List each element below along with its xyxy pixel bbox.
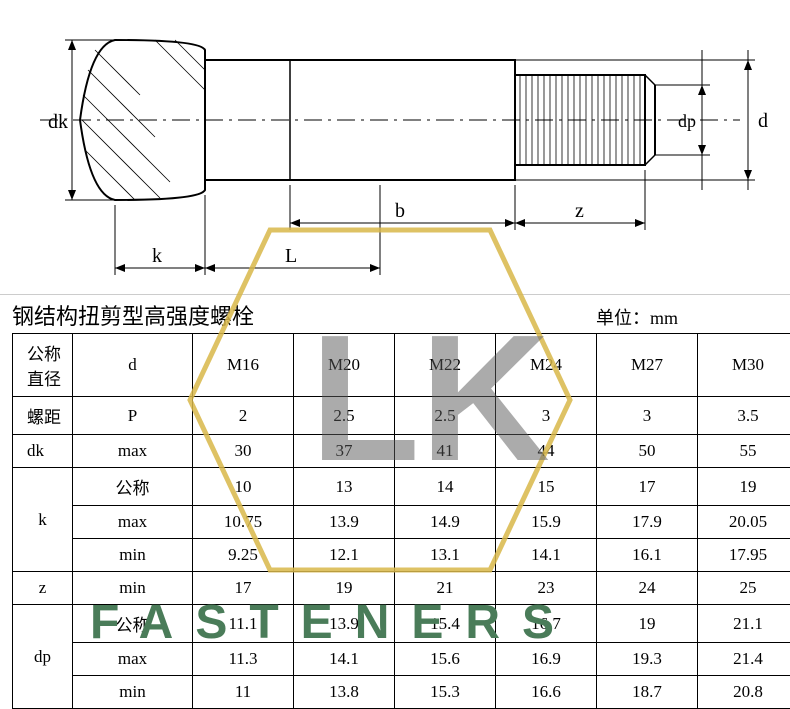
- cell: 20.05: [698, 506, 790, 539]
- cell-z-sub: min: [73, 572, 193, 605]
- cell: 13.1: [395, 539, 496, 572]
- table-row: z min 17 19 21 23 24 25: [13, 572, 790, 605]
- table-row: min 9.25 12.1 13.1 14.1 16.1 17.95: [13, 539, 790, 572]
- cell: 15.9: [496, 506, 597, 539]
- cell: 16.9: [496, 643, 597, 676]
- dim-label-d: d: [758, 110, 768, 132]
- table-row: k 公称 10 13 14 15 17 19: [13, 468, 790, 506]
- cell: 11.3: [193, 643, 294, 676]
- cell: M22: [395, 334, 496, 397]
- cell: 19: [698, 468, 790, 506]
- cell: 15: [496, 468, 597, 506]
- cell-sub-min: min: [73, 676, 193, 709]
- cell: 19.3: [597, 643, 698, 676]
- cell: 13.9: [294, 605, 395, 643]
- cell: M27: [597, 334, 698, 397]
- dim-label-L: L: [285, 245, 297, 267]
- dim-label-dp: dp: [678, 111, 696, 131]
- cell: 17: [193, 572, 294, 605]
- cell: 17.9: [597, 506, 698, 539]
- cell: M30: [698, 334, 790, 397]
- cell-dk-sub: max: [73, 435, 193, 468]
- cell: 15.6: [395, 643, 496, 676]
- cell: 2.5: [294, 397, 395, 435]
- cell: 19: [294, 572, 395, 605]
- unit-label: 单位：mm: [596, 304, 678, 330]
- cell: 44: [496, 435, 597, 468]
- cell: 12.1: [294, 539, 395, 572]
- cell-sub-nom: 公称: [73, 468, 193, 506]
- table-row: min 11 13.8 15.3 16.6 18.7 20.8: [13, 676, 790, 709]
- cell-sub-max: max: [73, 506, 193, 539]
- cell: M16: [193, 334, 294, 397]
- cell: 30: [193, 435, 294, 468]
- cell: 50: [597, 435, 698, 468]
- cell: 11: [193, 676, 294, 709]
- dim-label-dk: dk: [48, 111, 68, 133]
- cell: 9.25: [193, 539, 294, 572]
- cell-p-label: 螺距: [13, 397, 73, 435]
- cell-d-sym: d: [73, 334, 193, 397]
- cell: 37: [294, 435, 395, 468]
- table-row: dp 公称 11.1 13.9 15.4 16.7 19 21.1: [13, 605, 790, 643]
- cell: 14.9: [395, 506, 496, 539]
- cell: 21.1: [698, 605, 790, 643]
- table-row: 公称直径 d M16 M20 M22 M24 M27 M30: [13, 334, 790, 397]
- table-row: 螺距 P 2 2.5 2.5 3 3 3.5: [13, 397, 790, 435]
- cell-p-sym: P: [73, 397, 193, 435]
- cell: 25: [698, 572, 790, 605]
- cell: 17: [597, 468, 698, 506]
- technical-drawing: dk k L b z dp: [0, 0, 790, 295]
- cell: 13: [294, 468, 395, 506]
- table-row: max 11.3 14.1 15.6 16.9 19.3 21.4: [13, 643, 790, 676]
- cell: 19: [597, 605, 698, 643]
- cell: 3: [597, 397, 698, 435]
- cell: 23: [496, 572, 597, 605]
- cell: 41: [395, 435, 496, 468]
- cell: 10: [193, 468, 294, 506]
- cell: 13.8: [294, 676, 395, 709]
- cell: 15.4: [395, 605, 496, 643]
- cell: 10.75: [193, 506, 294, 539]
- cell: 3.5: [698, 397, 790, 435]
- dim-label-b: b: [395, 200, 405, 222]
- cell: 14.1: [294, 643, 395, 676]
- cell: 2: [193, 397, 294, 435]
- cell: 3: [496, 397, 597, 435]
- dim-label-k: k: [152, 245, 162, 267]
- cell-k-label: k: [13, 468, 73, 572]
- cell: 14: [395, 468, 496, 506]
- cell: 24: [597, 572, 698, 605]
- cell: M20: [294, 334, 395, 397]
- cell: M24: [496, 334, 597, 397]
- cell-sub-max: max: [73, 643, 193, 676]
- cell: 21.4: [698, 643, 790, 676]
- cell: 21: [395, 572, 496, 605]
- cell-sub-min: min: [73, 539, 193, 572]
- cell: 15.3: [395, 676, 496, 709]
- cell-dp-label: dp: [13, 605, 73, 709]
- cell: 17.95: [698, 539, 790, 572]
- cell-z-label: z: [13, 572, 73, 605]
- table-row: max 10.75 13.9 14.9 15.9 17.9 20.05: [13, 506, 790, 539]
- cell: 2.5: [395, 397, 496, 435]
- cell: 20.8: [698, 676, 790, 709]
- table-row: dk max 30 37 41 44 50 55: [13, 435, 790, 468]
- cell-dk-label: dk: [13, 435, 73, 468]
- dim-label-z: z: [575, 200, 584, 222]
- cell: 11.1: [193, 605, 294, 643]
- cell: 16.7: [496, 605, 597, 643]
- page-title: 钢结构扭剪型高强度螺栓: [12, 299, 254, 331]
- cell: 13.9: [294, 506, 395, 539]
- cell: 14.1: [496, 539, 597, 572]
- spec-table: 公称直径 d M16 M20 M22 M24 M27 M30 螺距 P 2 2.…: [12, 333, 790, 709]
- cell-d-label: 公称直径: [13, 334, 73, 397]
- cell-sub-nom: 公称: [73, 605, 193, 643]
- cell: 55: [698, 435, 790, 468]
- cell: 16.6: [496, 676, 597, 709]
- cell: 16.1: [597, 539, 698, 572]
- cell: 18.7: [597, 676, 698, 709]
